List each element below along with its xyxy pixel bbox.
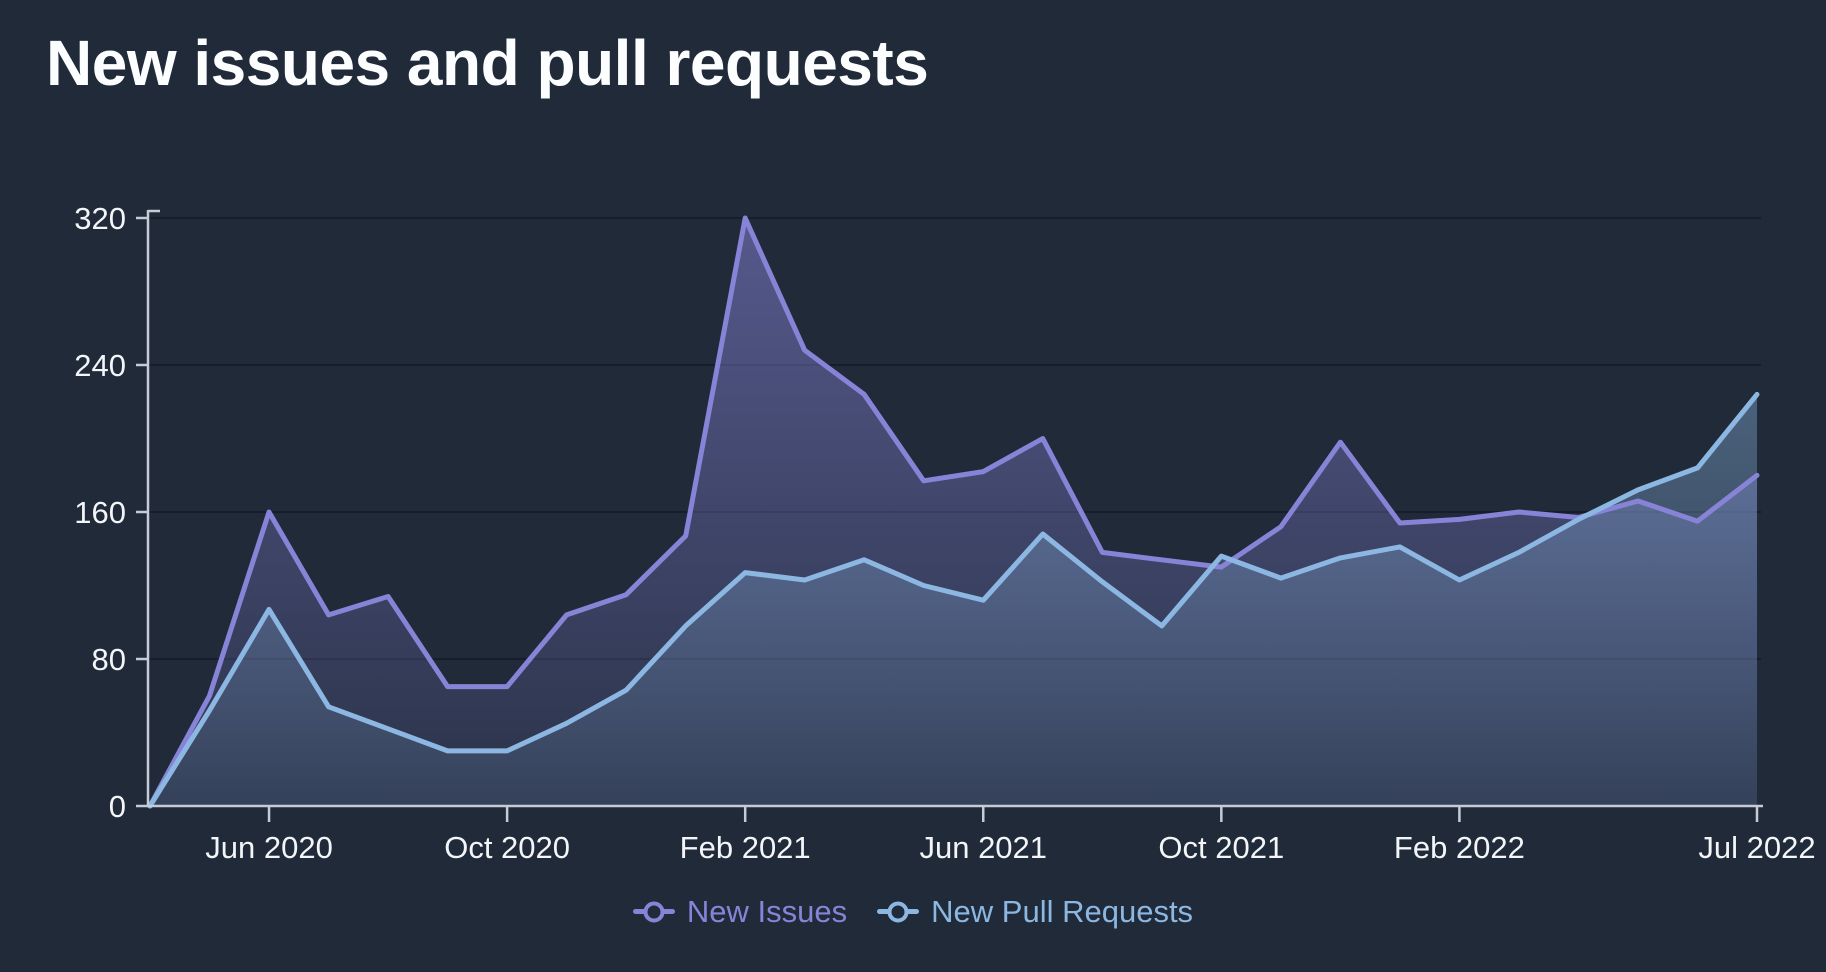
line-marker-icon	[877, 901, 920, 922]
y-axis-tick-label: 240	[74, 348, 126, 383]
x-axis-tick-label: Jul 2022	[1698, 830, 1815, 865]
legend-label: New Pull Requests	[931, 894, 1194, 929]
series-area-1	[150, 394, 1757, 806]
x-axis-tick-label: Feb 2021	[680, 830, 811, 865]
x-axis-tick-label: Oct 2021	[1158, 830, 1284, 865]
x-axis-tick-label: Oct 2020	[444, 830, 570, 865]
legend-item-new-issues[interactable]: New Issues	[632, 894, 848, 929]
chart-title: New issues and pull requests	[46, 27, 929, 99]
series-line-1	[147, 391, 1760, 809]
y-axis-tick-label: 0	[109, 789, 126, 824]
y-axis-tick-label: 160	[74, 495, 126, 530]
axes: 0 80 160 240 320 Jun 2020 Oct 2020 Feb 2021 Jun …	[74, 201, 1815, 865]
y-axis-tick-label: 80	[92, 642, 126, 677]
x-axis-tick-label: Feb 2022	[1394, 830, 1525, 865]
line-marker-icon	[632, 901, 675, 922]
series-line-0	[147, 215, 1760, 809]
chart-legend: New Issues New Pull Requests	[0, 896, 1826, 927]
y-axis-tick-label: 320	[74, 201, 126, 236]
x-axis-tick-label: Jun 2021	[919, 830, 1047, 865]
x-axis-tick-label: Jun 2020	[205, 830, 333, 865]
legend-item-new-pull-requests[interactable]: New Pull Requests	[877, 896, 1193, 927]
legend-label: New Issues	[686, 894, 848, 929]
